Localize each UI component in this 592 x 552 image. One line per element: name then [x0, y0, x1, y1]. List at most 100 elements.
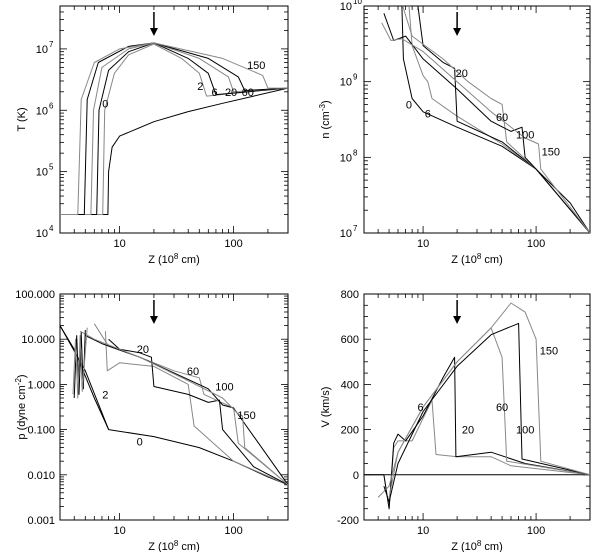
curve-label: 20 [456, 68, 468, 80]
curve-label: 0 [406, 99, 412, 111]
series-line-2 [60, 43, 288, 215]
series-line-2 [408, 6, 590, 233]
y-tick-label: 0.001 [27, 515, 55, 527]
series-line-4 [60, 42, 288, 215]
curve-label: 150 [540, 346, 558, 358]
x-tick-label: 100 [527, 238, 545, 250]
plot-frame [363, 293, 591, 521]
y-tick-exponent: 4 [49, 224, 54, 233]
plot-frame [59, 293, 289, 521]
series-line-9 [72, 327, 88, 399]
curve-label: 2 [102, 389, 108, 401]
x-axis-label: Z (108 cm) [148, 252, 200, 266]
plot-frame [363, 5, 591, 234]
y-tick-exponent: 8 [353, 148, 358, 157]
y-tick-label: 0.010 [27, 470, 55, 482]
x-tick-label: 10 [417, 238, 429, 250]
arrow-head [453, 28, 462, 36]
series-line-6 [85, 335, 288, 486]
x-tick-label: 100 [224, 238, 242, 250]
curve-label: 20 [137, 344, 149, 356]
curve-label: 20 [462, 425, 474, 437]
series-line-3 [364, 356, 590, 510]
x-tick-label: 10 [113, 238, 125, 250]
curve-label: 60 [187, 366, 199, 378]
x-axis-label: Z (108 cm) [451, 252, 503, 266]
y-tick-label: 10 [36, 105, 48, 117]
y-tick-label: 10 [340, 1, 352, 13]
curve-label: 0 [137, 436, 143, 448]
series-line-3 [104, 331, 288, 486]
series-group [381, 6, 590, 233]
y-tick-exponent: 7 [353, 224, 358, 233]
chart-panel-4: 10 100 -200 0 200 400 600 800 Z (108 cm) V (km/s)… [320, 289, 591, 552]
y-tick-exponent: 9 [353, 73, 358, 82]
x-tick-label: 10 [113, 525, 125, 537]
series-line-3 [417, 6, 590, 233]
curve-label: 150 [542, 146, 560, 158]
y-tick-exponent: 7 [49, 40, 54, 49]
y-tick-label: 100.000 [15, 289, 55, 301]
y-tick-label: 10 [36, 228, 48, 240]
series-line-6 [381, 22, 590, 233]
series-line-4 [377, 327, 590, 498]
y-tick-exponent: 5 [49, 163, 54, 172]
chart-panel-3: 10 100 0.001 0.010 0.100 1.000 10.000 100.000 Z … [14, 289, 289, 552]
series-line-6 [388, 302, 590, 498]
series-group [60, 323, 288, 486]
x-axis-label: Z (108 cm) [148, 539, 200, 552]
series-line-4 [108, 338, 288, 486]
series-line-4 [402, 6, 590, 233]
y-tick-label: 200 [341, 425, 359, 437]
y-tick-label: 1.000 [27, 379, 55, 391]
series-line-2 [60, 325, 110, 430]
y-axis-label: V (km/s) [320, 387, 332, 428]
series-line-6 [60, 42, 288, 215]
x-tick-label: 100 [527, 525, 545, 537]
y-tick-exponent: 10 [353, 0, 362, 6]
y-axis-label: T (K) [16, 107, 28, 131]
x-tick-label: 10 [417, 525, 429, 537]
y-tick-label: 10 [36, 167, 48, 179]
curve-label: 60 [242, 87, 254, 99]
y-tick-exponent: 6 [49, 101, 54, 110]
series-line-1 [60, 325, 288, 486]
arrow-head [149, 316, 158, 324]
series-group [60, 42, 288, 215]
curve-label: 2 [197, 81, 203, 93]
series-group [364, 302, 590, 510]
curve-label: 20 [225, 87, 237, 99]
y-tick-label: 10 [340, 152, 352, 164]
curve-label: 100 [516, 425, 534, 437]
curve-label: 150 [247, 60, 265, 72]
series-line-5 [383, 13, 590, 233]
y-tick-label: 10 [340, 228, 352, 240]
curve-label: 100 [215, 381, 233, 393]
y-tick-label: -200 [337, 515, 359, 527]
y-tick-label: 600 [341, 334, 359, 346]
arrow-head [149, 28, 158, 36]
curve-label: 60 [496, 112, 508, 124]
curve-label: 6 [425, 108, 431, 120]
series-line-1 [60, 87, 288, 215]
y-tick-label: 0 [353, 470, 359, 482]
x-axis-label: Z (108 cm) [451, 539, 503, 552]
x-tick-label: 100 [224, 525, 242, 537]
y-tick-label: 10 [36, 44, 48, 56]
y-tick-label: 0.100 [27, 425, 55, 437]
curve-label: 6 [418, 402, 424, 414]
arrow-head [453, 316, 462, 324]
y-axis-label: p (dyne cm-2) [14, 374, 28, 439]
curve-label: 0 [102, 98, 108, 110]
y-tick-label: 10 [340, 77, 352, 89]
y-tick-label: 10.000 [21, 334, 55, 346]
y-tick-label: 800 [341, 289, 359, 301]
curve-label: 100 [516, 130, 534, 142]
curve-label: 60 [496, 402, 508, 414]
y-axis-label: n (cm-3) [318, 100, 332, 138]
series-line-3 [60, 42, 288, 215]
curve-label: 6 [211, 87, 217, 99]
